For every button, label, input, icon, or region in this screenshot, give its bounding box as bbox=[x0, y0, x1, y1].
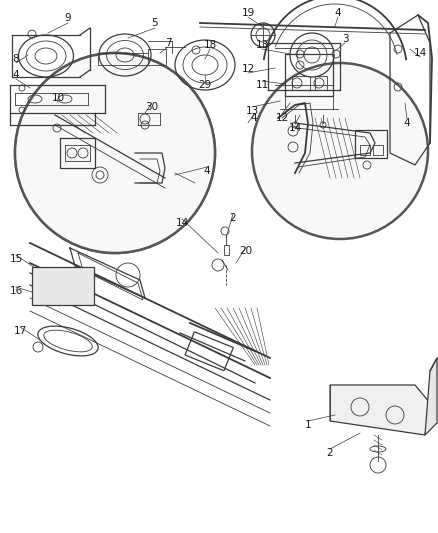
Text: 14: 14 bbox=[175, 218, 189, 228]
Circle shape bbox=[252, 63, 428, 239]
Text: 3: 3 bbox=[342, 34, 348, 44]
Polygon shape bbox=[330, 385, 430, 435]
Text: 13: 13 bbox=[245, 106, 258, 116]
Text: 13: 13 bbox=[255, 40, 268, 50]
Bar bbox=[148, 49, 166, 65]
Text: 16: 16 bbox=[9, 286, 23, 296]
Text: 20: 20 bbox=[240, 246, 253, 256]
Text: 9: 9 bbox=[65, 13, 71, 23]
Text: 5: 5 bbox=[152, 18, 158, 28]
Text: 15: 15 bbox=[9, 254, 23, 264]
Text: 18: 18 bbox=[203, 40, 217, 50]
Text: 7: 7 bbox=[165, 38, 171, 48]
Text: 2: 2 bbox=[230, 213, 237, 223]
Text: 8: 8 bbox=[13, 54, 19, 64]
Circle shape bbox=[15, 53, 215, 253]
Bar bbox=[373, 145, 383, 155]
Text: 4: 4 bbox=[13, 70, 19, 80]
Text: 4: 4 bbox=[204, 166, 210, 176]
Text: 12: 12 bbox=[276, 113, 289, 123]
Text: 19: 19 bbox=[241, 8, 254, 18]
Polygon shape bbox=[425, 358, 437, 435]
Text: 4: 4 bbox=[404, 118, 410, 128]
Text: 29: 29 bbox=[198, 80, 212, 90]
Bar bbox=[360, 145, 370, 155]
Bar bbox=[185, 332, 233, 371]
Text: 14: 14 bbox=[288, 123, 302, 133]
Text: 11: 11 bbox=[255, 80, 268, 90]
Text: 4: 4 bbox=[251, 113, 257, 123]
Text: 12: 12 bbox=[241, 64, 254, 74]
Bar bbox=[224, 245, 229, 255]
Bar bbox=[292, 76, 310, 90]
Text: 14: 14 bbox=[413, 48, 427, 58]
Bar bbox=[355, 130, 387, 158]
Text: 4: 4 bbox=[335, 8, 341, 18]
Bar bbox=[315, 76, 327, 90]
Text: 17: 17 bbox=[14, 326, 27, 336]
Bar bbox=[285, 54, 333, 96]
Text: 10: 10 bbox=[51, 93, 64, 103]
Text: 1: 1 bbox=[305, 420, 311, 430]
Text: 30: 30 bbox=[145, 102, 159, 112]
Bar bbox=[32, 267, 94, 305]
Text: 2: 2 bbox=[327, 448, 333, 458]
